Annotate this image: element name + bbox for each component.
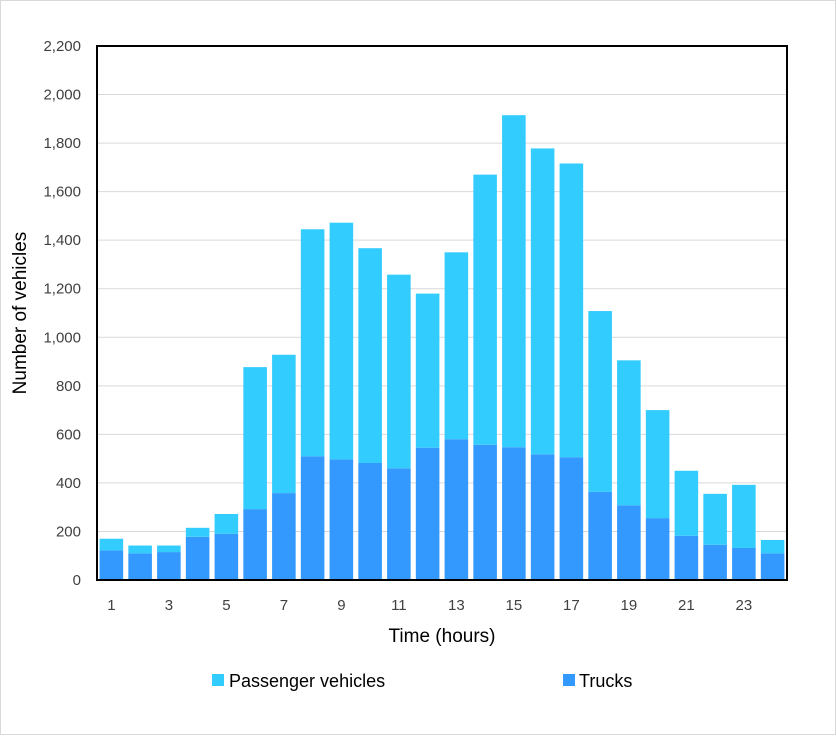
- y-tick-label: 600: [56, 426, 81, 443]
- bar-passenger-vehicles-24: [760, 539, 785, 554]
- bar-trucks-21: [674, 535, 699, 580]
- bar-passenger-vehicles-2: [128, 545, 152, 554]
- y-tick-labels: 0 200 400 600 800 1,000 1,200 1,400 1,600 1,800 2,…: [43, 38, 81, 589]
- bar-passenger-vehicles-23: [732, 484, 756, 548]
- bar-passenger-vehicles-4: [185, 527, 210, 537]
- x-tick-labels: 1 3 5 7 9 11 13 15 17 19 21 23: [107, 597, 752, 614]
- bar-passenger-vehicles-9: [329, 222, 354, 460]
- bar-passenger-vehicles-3: [157, 545, 181, 553]
- y-tick-label: 1,600: [43, 184, 81, 201]
- bar-passenger-vehicles-20: [645, 410, 670, 519]
- bar-trucks-22: [703, 544, 727, 580]
- y-tick-label: 400: [56, 475, 81, 492]
- bar-trucks-11: [387, 468, 411, 580]
- bar-passenger-vehicles-10: [358, 248, 382, 464]
- bar-passenger-vehicles-17: [559, 163, 584, 458]
- x-tick-label: 11: [391, 597, 407, 614]
- x-tick-label: 23: [736, 597, 753, 614]
- bar-passenger-vehicles-12: [415, 293, 440, 448]
- bar-trucks-5: [214, 533, 239, 580]
- bar-trucks-4: [185, 536, 210, 580]
- bar-passenger-vehicles-21: [674, 470, 699, 536]
- bar-trucks-8: [300, 456, 325, 580]
- legend: Passenger vehicles Trucks: [212, 671, 632, 691]
- bar-trucks-18: [588, 491, 612, 580]
- bar-trucks-23: [732, 547, 756, 580]
- x-tick-label: 1: [107, 597, 115, 614]
- bar-passenger-vehicles-14: [473, 174, 497, 445]
- bar-passenger-vehicles-5: [214, 513, 239, 534]
- bar-passenger-vehicles-19: [617, 360, 641, 506]
- x-tick-label: 3: [165, 597, 173, 614]
- legend-label: Passenger vehicles: [229, 671, 385, 691]
- bar-trucks-13: [444, 439, 469, 580]
- x-tick-label: 17: [563, 597, 580, 614]
- y-tick-label: 1,400: [43, 232, 81, 249]
- bar-trucks-17: [559, 457, 584, 580]
- x-tick-label: 21: [678, 597, 695, 614]
- plot-area-border: [96, 45, 788, 581]
- bars: [99, 115, 785, 580]
- bar-trucks-10: [358, 463, 382, 580]
- y-tick-label: 1,000: [43, 329, 81, 346]
- y-tick-label: 2,000: [43, 87, 81, 104]
- x-tick-label: 9: [337, 597, 345, 614]
- x-tick-label: 7: [280, 597, 288, 614]
- bar-trucks-6: [243, 509, 267, 580]
- x-tick-label: 19: [621, 597, 638, 614]
- bar-passenger-vehicles-7: [272, 354, 296, 494]
- y-tick-label: 2,200: [43, 38, 81, 55]
- bar-trucks-14: [473, 444, 497, 580]
- y-tick-label: 1,800: [43, 135, 81, 152]
- bar-trucks-16: [530, 454, 555, 580]
- legend-swatch: [563, 674, 575, 686]
- bar-passenger-vehicles-1: [99, 538, 124, 551]
- bar-trucks-19: [617, 505, 641, 580]
- bar-passenger-vehicles-8: [300, 229, 325, 457]
- bar-trucks-20: [645, 518, 670, 580]
- bar-passenger-vehicles-18: [588, 311, 612, 492]
- legend-label: Trucks: [579, 671, 632, 691]
- bar-trucks-7: [272, 493, 296, 580]
- bar-trucks-3: [157, 552, 181, 580]
- bar-trucks-24: [760, 553, 785, 580]
- x-tick-label: 15: [506, 597, 523, 614]
- bar-passenger-vehicles-13: [444, 252, 469, 440]
- y-tick-label: 0: [73, 572, 81, 589]
- bar-passenger-vehicles-22: [703, 493, 727, 545]
- bar-passenger-vehicles-16: [530, 148, 555, 455]
- x-tick-label: 13: [448, 597, 465, 614]
- bar-trucks-12: [415, 447, 440, 580]
- bar-trucks-15: [502, 447, 526, 580]
- bar-trucks-1: [99, 550, 124, 580]
- y-tick-label: 1,200: [43, 281, 81, 298]
- legend-swatch: [212, 674, 224, 686]
- bar-passenger-vehicles-6: [243, 367, 267, 510]
- bar-trucks-9: [329, 459, 354, 580]
- y-tick-label: 200: [56, 523, 81, 540]
- x-axis-title: Time (hours): [389, 626, 496, 647]
- bar-passenger-vehicles-11: [387, 274, 411, 469]
- bar-trucks-2: [128, 553, 152, 580]
- y-axis-title: Number of vehicles: [10, 232, 31, 395]
- x-tick-label: 5: [222, 597, 230, 614]
- y-tick-label: 800: [56, 378, 81, 395]
- bar-passenger-vehicles-15: [502, 115, 526, 448]
